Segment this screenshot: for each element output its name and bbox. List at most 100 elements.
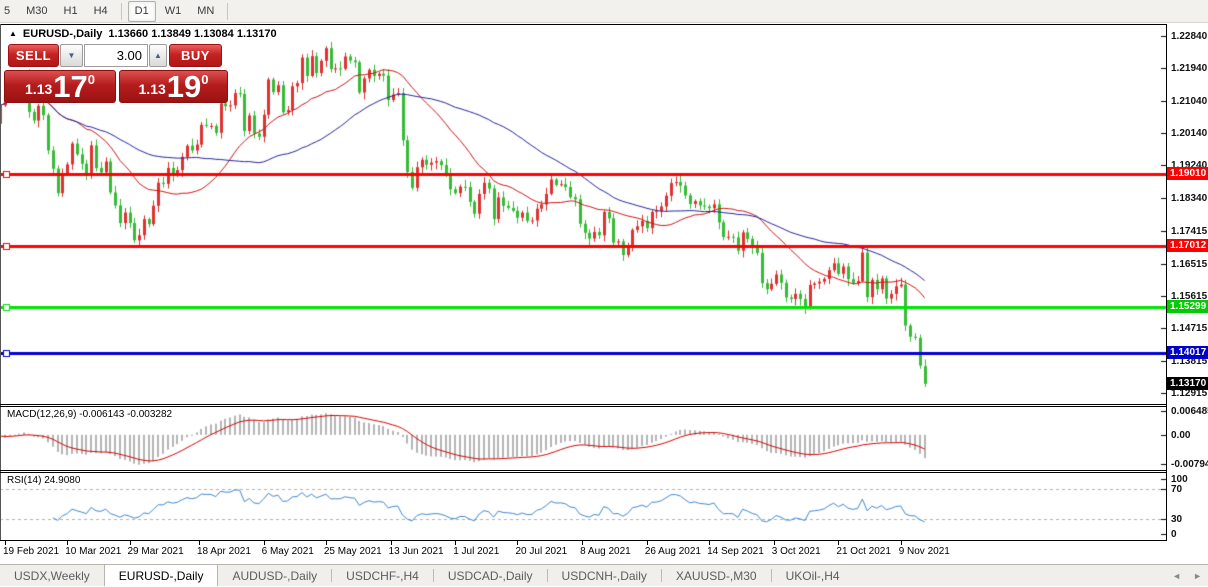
tabs-scroll-left-icon[interactable]: ◄ — [1172, 571, 1182, 581]
price-axis-tick-label: 1.18340 — [1171, 192, 1208, 204]
macd-axis-tick-label: 0.006485 — [1171, 406, 1208, 417]
timeframe-button-mn[interactable]: MN — [197, 4, 215, 17]
timeframe-button-d1[interactable]: D1 — [127, 0, 156, 22]
buy-price-display[interactable]: 1.13 19 0 — [119, 70, 228, 103]
volume-increase-button[interactable]: ▲ — [149, 44, 167, 67]
timeframe-button-m30[interactable]: M30 — [26, 4, 48, 17]
date-axis: 19 Feb 2021 10 Mar 2021 29 Mar 2021 18 Apr … — [0, 541, 1166, 563]
sell-price-point: 0 — [87, 72, 95, 87]
rsi-axis-tick-label: 0 — [1171, 529, 1177, 540]
sell-price-pips: 17 — [53, 69, 88, 104]
symbol-tab-usdchfh4[interactable]: USDCHF-,H4 — [346, 568, 419, 583]
date-axis-tick — [199, 541, 200, 545]
date-axis-label: 26 Aug 2021 — [644, 546, 701, 557]
date-axis-label: 21 Oct 2021 — [836, 546, 891, 557]
date-axis-tick — [517, 541, 518, 545]
date-axis-tick — [582, 541, 583, 545]
chart-window: ▲ EURUSD-,Daily 1.13660 1.13849 1.13084 1.… — [0, 24, 1208, 564]
date-axis-label: 6 May 2021 — [261, 546, 314, 557]
timeframe-button-w1[interactable]: W1 — [164, 4, 182, 17]
price-axis-tick-label: 1.21040 — [1171, 95, 1208, 107]
macd-axis-tick-label: 0.00 — [1171, 429, 1191, 441]
current-price-tag: 1.13170 — [1167, 376, 1208, 390]
timeframe-button-5[interactable]: 5 — [4, 4, 11, 17]
buy-price-prefix: 1.13 — [138, 81, 166, 97]
timeframe-button-h1[interactable]: H1 — [63, 4, 78, 17]
sell-button[interactable]: SELL — [8, 44, 59, 67]
price-axis-tick-label: 1.22840 — [1171, 31, 1208, 42]
symbol-tab-audusddaily[interactable]: AUDUSD-,Daily — [232, 568, 318, 583]
timeframe-toolbar: 5 M30 H1 H4 D1 W1 MN — [0, 0, 1208, 23]
symbol-tab-usdcaddaily[interactable]: USDCAD-,Daily — [447, 568, 533, 583]
symbol-ohlc-header: ▲ EURUSD-,Daily 1.13660 1.13849 1.13084 1.… — [9, 28, 277, 40]
sell-price-prefix: 1.13 — [25, 81, 53, 97]
date-axis-tick — [838, 541, 839, 545]
arrow-down-icon: ▼ — [67, 51, 76, 60]
date-axis-tick — [326, 541, 327, 545]
date-axis-label: 1 Jul 2021 — [453, 546, 500, 557]
chart-top-border — [0, 24, 1208, 25]
symbol-name: EURUSD-,Daily — [22, 28, 103, 40]
buy-price-point: 0 — [201, 72, 209, 87]
date-axis-tick — [264, 541, 265, 545]
rsi-axis-tick-label: 70 — [1171, 484, 1183, 495]
rsi-pane-bottom-border — [0, 540, 1208, 541]
rsi-pane-splitter-bottom[interactable] — [0, 472, 1208, 473]
date-axis-tick — [709, 541, 710, 545]
date-axis-tick — [774, 541, 775, 545]
date-axis-tick — [130, 541, 131, 545]
symbol-tab-usdxweekly[interactable]: USDX,Weekly — [14, 568, 90, 583]
macd-indicator-label: MACD(12,26,9) -0.006143 -0.003282 — [7, 409, 173, 420]
timeframe-button-h4[interactable]: H4 — [93, 4, 108, 17]
buy-button[interactable]: BUY — [169, 44, 222, 67]
tab-nav: ◄ ► — [1172, 565, 1202, 587]
date-axis-tick — [67, 541, 68, 545]
price-axis-column: 1.22840 1.21940 1.21040 1.20140 1.19240 1.183… — [1167, 24, 1208, 541]
macd-pane-splitter-top[interactable] — [0, 404, 1208, 405]
toolbar-separator — [120, 2, 122, 20]
horizontal-line-price-tag: 1.19010 — [1167, 166, 1208, 180]
date-axis-label: 20 Jul 2021 — [515, 546, 568, 557]
macd-axis-tick-label: -0.007947 — [1171, 459, 1208, 470]
price-axis-tick-label: 1.14715 — [1171, 323, 1208, 335]
tab-divider — [660, 569, 662, 582]
date-axis-tick — [391, 541, 392, 545]
price-axis-tick-label: 1.12915 — [1171, 388, 1208, 399]
macd-pane-splitter-bottom[interactable] — [0, 406, 1208, 407]
symbol-tab-eurusddaily[interactable]: EURUSD-,Daily — [103, 565, 219, 586]
date-axis-tick — [647, 541, 648, 545]
rsi-indicator-label: RSI(14) 24.9080 — [7, 475, 81, 486]
collapse-triangle-icon[interactable]: ▲ — [9, 29, 17, 38]
symbol-tab-bar: USDX,Weekly EURUSD-,Daily AUDUSD-,Daily USD… — [0, 564, 1208, 586]
volume-input[interactable] — [84, 44, 148, 67]
date-axis-label: 19 Feb 2021 — [2, 546, 60, 557]
symbol-tab-xauusdm30[interactable]: XAUUSD-,M30 — [675, 568, 757, 583]
rsi-axis-tick-label: 30 — [1171, 514, 1183, 525]
price-axis-tick-label: 1.21940 — [1171, 63, 1208, 75]
tabs-scroll-right-icon[interactable]: ► — [1193, 571, 1202, 581]
rsi-pane-splitter-top[interactable] — [0, 470, 1208, 471]
ohlc-values: 1.13660 1.13849 1.13084 1.13170 — [108, 28, 277, 40]
horizontal-line-price-tag: 1.17012 — [1167, 238, 1208, 252]
date-axis-label: 13 Jun 2021 — [388, 546, 444, 557]
horizontal-line-price-tag: 1.14017 — [1167, 346, 1208, 360]
date-axis-label: 14 Sep 2021 — [707, 546, 764, 557]
symbol-tab-ukoilh4[interactable]: UKOil-,H4 — [785, 568, 840, 583]
horizontal-line-price-tag: 1.15299 — [1167, 300, 1208, 314]
price-axis-tick-label: 1.19240 — [1171, 160, 1207, 171]
symbol-tab-usdcnhdaily[interactable]: USDCNH-,Daily — [561, 568, 647, 583]
date-axis-label: 25 May 2021 — [323, 546, 382, 557]
toolbar-separator — [227, 2, 229, 20]
rsi-axis-tick-label: 100 — [1171, 474, 1188, 485]
date-axis-label: 29 Mar 2021 — [127, 546, 184, 557]
date-axis-tick — [901, 541, 902, 545]
tab-divider — [331, 569, 333, 582]
tab-divider — [546, 569, 548, 582]
volume-decrease-button[interactable]: ▼ — [60, 44, 83, 67]
arrow-up-icon: ▲ — [154, 51, 162, 60]
sell-price-display[interactable]: 1.13 17 0 — [4, 70, 116, 103]
date-axis-tick — [455, 541, 456, 545]
price-axis-tick-label: 1.13815 — [1171, 355, 1208, 367]
price-axis-tick-label: 1.17415 — [1171, 226, 1208, 238]
price-chart-canvas[interactable] — [0, 25, 1166, 541]
